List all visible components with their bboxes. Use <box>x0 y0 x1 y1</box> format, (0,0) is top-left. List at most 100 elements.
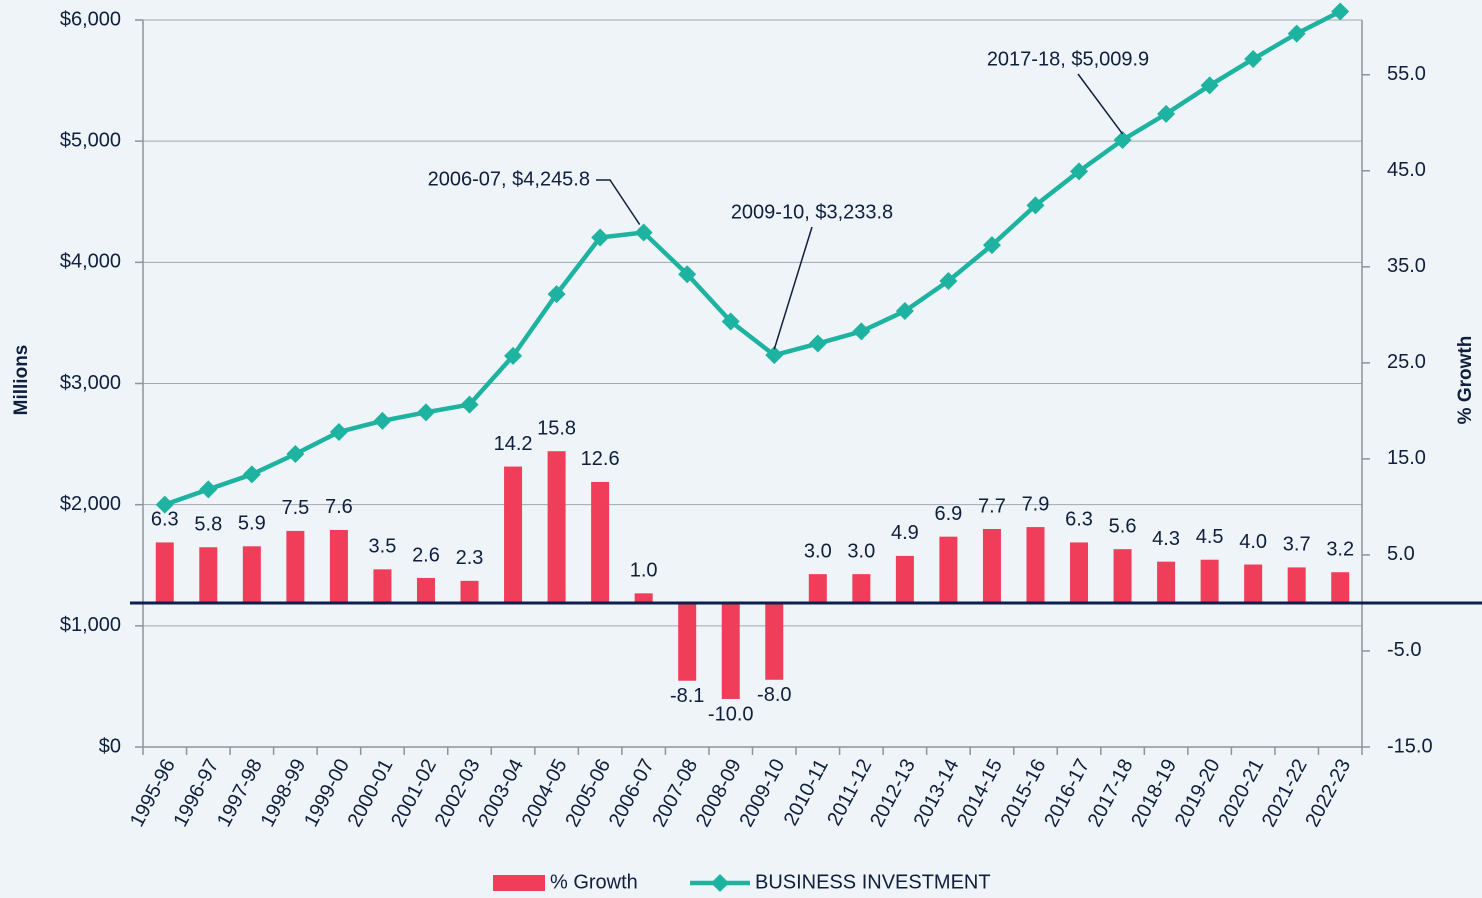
bar <box>1331 572 1350 603</box>
y-tick-label: $4,000 <box>60 251 121 273</box>
y-tick-label: $1,000 <box>60 614 121 636</box>
bar <box>1026 527 1045 603</box>
bar <box>895 555 914 603</box>
bar <box>678 602 697 681</box>
line-marker <box>547 285 566 304</box>
line-marker <box>155 495 174 514</box>
annotation-leader <box>773 226 813 350</box>
bar <box>199 547 218 603</box>
bar-value-label: 3.5 <box>369 536 397 558</box>
line-marker <box>242 465 261 484</box>
bar-value-label: 5.9 <box>238 513 266 535</box>
bar <box>242 546 261 603</box>
y2-tick-label: 5.0 <box>1387 543 1415 565</box>
legend-label: % Growth <box>550 871 638 893</box>
bar-value-label: 7.6 <box>325 496 353 518</box>
y2-tick-label: 35.0 <box>1387 255 1426 277</box>
line-marker <box>1200 76 1219 95</box>
y-tick-label: $5,000 <box>60 129 121 151</box>
annotation: 2006-07, $4,245.8 <box>428 168 590 190</box>
line-marker <box>1070 162 1089 181</box>
annotation: 2017-18, $5,009.9 <box>987 48 1149 70</box>
annotation-leader <box>596 179 641 225</box>
bar-value-label: 1.0 <box>630 560 658 582</box>
bar <box>1157 561 1176 603</box>
line-marker <box>199 480 218 499</box>
line-marker <box>1157 104 1176 123</box>
y2-tick-label: 55.0 <box>1387 63 1426 85</box>
bar <box>1244 564 1263 603</box>
annotation: 2009-10, $3,233.8 <box>731 201 893 223</box>
y-tick-label: $6,000 <box>60 8 121 30</box>
legend-swatch <box>493 875 545 891</box>
bar-value-label: 4.9 <box>891 522 919 544</box>
line-marker <box>416 403 435 422</box>
line-marker <box>460 395 479 414</box>
line-marker <box>591 228 610 247</box>
line-marker <box>852 322 871 341</box>
bar-value-label: 2.3 <box>456 547 484 569</box>
line-marker <box>1287 24 1306 43</box>
line-marker <box>808 334 827 353</box>
y2-tick-label: 15.0 <box>1387 447 1426 469</box>
line-marker <box>286 445 305 464</box>
bar <box>1070 542 1089 603</box>
legend-label: BUSINESS INVESTMENT <box>755 871 991 893</box>
bar <box>982 528 1001 603</box>
line-marker <box>678 265 697 284</box>
y2-tick-label: -15.0 <box>1387 735 1433 757</box>
bar <box>373 569 392 603</box>
bar-value-label: 7.7 <box>978 495 1006 517</box>
bar <box>591 481 610 603</box>
line-marker <box>895 302 914 321</box>
bar-value-label: 12.6 <box>581 448 620 470</box>
bar-value-label: 4.3 <box>1152 528 1180 550</box>
bar-value-label: 6.9 <box>935 503 963 525</box>
line-marker <box>982 236 1001 255</box>
y-tick-label: $2,000 <box>60 493 121 515</box>
bar-value-label: -10.0 <box>708 703 754 725</box>
line-marker <box>721 312 740 331</box>
bar <box>765 602 784 680</box>
bar <box>939 536 958 603</box>
line-marker <box>634 223 653 242</box>
bar-value-label: 3.7 <box>1283 534 1311 556</box>
bar <box>634 593 653 603</box>
bar <box>1113 549 1132 603</box>
bar-value-label: -8.1 <box>670 685 704 707</box>
bar <box>547 451 566 603</box>
bar <box>460 580 479 603</box>
bar <box>504 466 523 603</box>
bar-value-label: 2.6 <box>412 544 440 566</box>
y2-tick-label: -5.0 <box>1387 639 1421 661</box>
line-marker <box>765 346 784 365</box>
bar-value-label: 5.8 <box>194 514 222 536</box>
bar-value-label: 7.9 <box>1022 493 1050 515</box>
line-marker <box>1026 196 1045 215</box>
bar-value-label: 14.2 <box>494 433 533 455</box>
bar <box>852 574 871 603</box>
bar <box>1287 567 1306 603</box>
y-tick-label: $0 <box>99 735 121 757</box>
bar-value-label: 3.0 <box>804 540 832 562</box>
y2-tick-label: 25.0 <box>1387 351 1426 373</box>
annotation-leader <box>1077 73 1124 135</box>
bar <box>329 529 348 603</box>
bar <box>416 577 435 603</box>
bar-value-label: -8.0 <box>757 684 791 706</box>
bar <box>721 602 740 699</box>
bar <box>1200 559 1219 603</box>
bar <box>155 542 174 603</box>
bar-value-label: 3.0 <box>847 540 875 562</box>
bar <box>808 574 827 603</box>
y-axis-label: Millions <box>11 345 32 416</box>
line-series <box>164 9 1342 507</box>
bar-value-label: 7.5 <box>281 497 309 519</box>
bar-value-label: 4.5 <box>1196 526 1224 548</box>
bar-value-label: 6.3 <box>151 509 179 531</box>
bar-value-label: 6.3 <box>1065 509 1093 531</box>
bar-value-label: 15.8 <box>537 417 576 439</box>
legend-marker <box>711 874 729 892</box>
y-tick-label: $3,000 <box>60 372 121 394</box>
